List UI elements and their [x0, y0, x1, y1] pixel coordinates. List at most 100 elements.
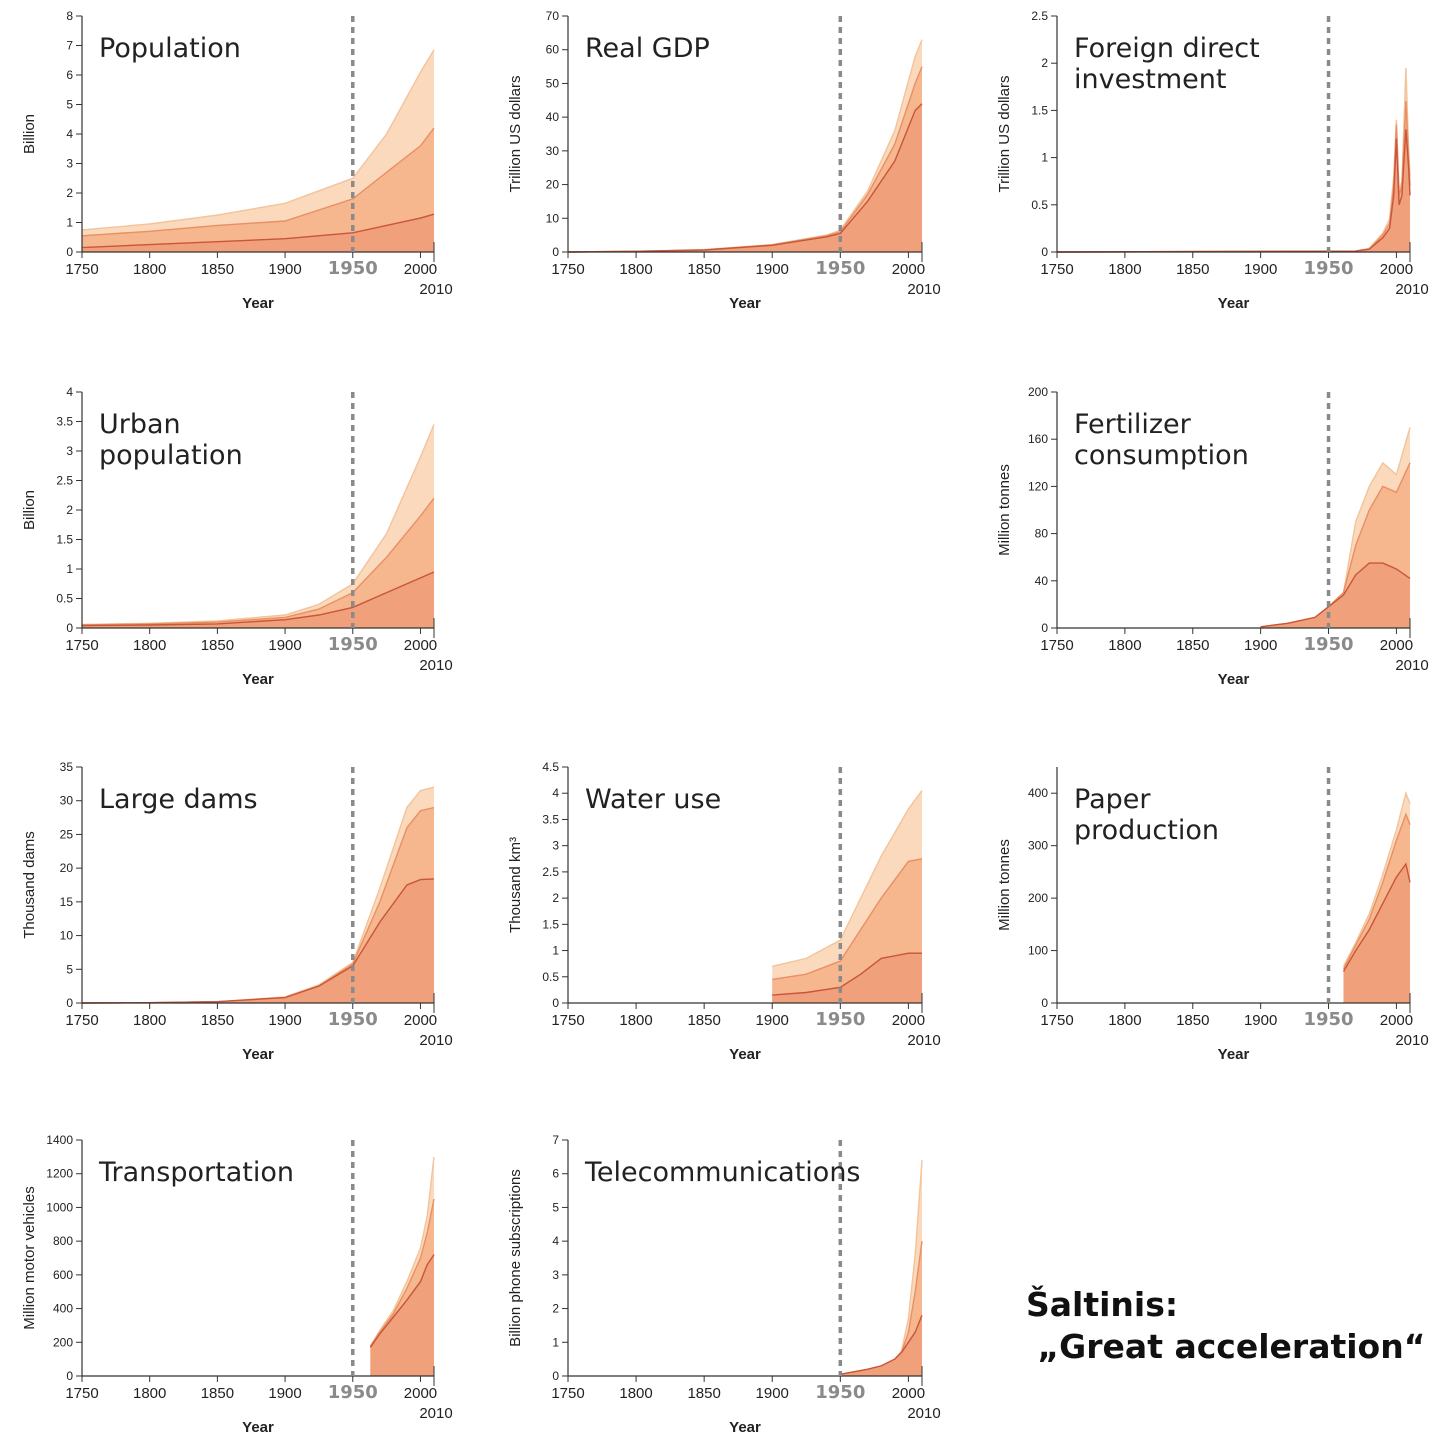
- y-tick-label: 2: [66, 186, 73, 200]
- chart-panel-large-dams: 0 5 10 15 20 25 30 35 1750 1800 1850 1900 1950 2000 20…: [21, 760, 453, 1063]
- x-tick-label-marker: 1950: [815, 1009, 865, 1030]
- y-tick-label: 7: [552, 1133, 559, 1147]
- x-tick-label: 1750: [65, 637, 98, 654]
- x-axis-title: Year: [242, 295, 274, 312]
- y-tick-label: 3: [552, 839, 559, 853]
- x-tick-label: 2000: [404, 1385, 437, 1402]
- x-tick-label: 1750: [1040, 637, 1073, 654]
- y-tick-label: 0: [552, 996, 559, 1010]
- y-tick-label: 0: [66, 1369, 73, 1383]
- y-tick-label: 1: [66, 562, 73, 576]
- area-layer-1: [1343, 864, 1410, 1003]
- series-line-3: [81, 49, 435, 231]
- series-line-1: [840, 1315, 923, 1375]
- y-axis-title: Billion: [21, 490, 38, 530]
- x-tick-label: 1800: [1108, 1012, 1141, 1029]
- x-axis-title: Year: [1218, 295, 1250, 312]
- y-tick-label: 40: [546, 110, 560, 124]
- y-tick-label: 5: [66, 98, 73, 112]
- area-layer-1: [1260, 563, 1410, 628]
- y-tick-label: 0: [66, 621, 73, 635]
- y-axis-title: Billion: [21, 114, 38, 154]
- x-tick-label: 2000: [1380, 637, 1413, 654]
- x-axis-title: Year: [729, 1046, 761, 1063]
- y-tick-label: 4: [66, 385, 73, 399]
- y-tick-label: 0.5: [56, 592, 73, 606]
- x-tick-label: 1750: [65, 1012, 98, 1029]
- x-end-label: 2010: [907, 1405, 940, 1422]
- x-tick-label: 1750: [551, 1385, 584, 1402]
- x-tick-label: 1900: [1244, 261, 1277, 278]
- y-tick-label: 60: [546, 43, 560, 57]
- y-tick-label: 30: [546, 144, 560, 158]
- y-tick-label: 2.5: [56, 474, 73, 488]
- y-tick-label: 3: [66, 157, 73, 171]
- source-caption: Šaltinis: „Great acceleration“: [1026, 1284, 1425, 1368]
- y-tick-label: 1200: [46, 1167, 73, 1181]
- x-end-label: 2010: [1395, 1032, 1428, 1049]
- y-tick-label: 30: [60, 794, 74, 808]
- y-tick-label: 20: [546, 178, 560, 192]
- x-tick-label-marker: 1950: [815, 258, 865, 279]
- x-tick-label-marker: 1950: [815, 1382, 865, 1403]
- y-tick-label: 1: [552, 944, 559, 958]
- panel-title-line-2: consumption: [1074, 440, 1249, 471]
- x-end-label: 2010: [1395, 281, 1428, 298]
- x-tick-label: 1900: [1244, 637, 1277, 654]
- x-end-label: 2010: [419, 1032, 452, 1049]
- x-tick-label: 2000: [404, 261, 437, 278]
- x-tick-label: 1900: [1244, 1012, 1277, 1029]
- y-tick-label: 1000: [46, 1200, 73, 1214]
- x-tick-label: 1800: [133, 261, 166, 278]
- panel-title-line-1: Large dams: [99, 784, 258, 815]
- y-tick-label: 0: [552, 245, 559, 259]
- x-tick-label: 1800: [133, 637, 166, 654]
- chart-panel-foreign-direct-investment: 0 0.5 1 1.5 2 2.5 1750 1800 1850 1900 1950 2000 2010…: [996, 9, 1429, 312]
- source-line-1: Šaltinis:: [1026, 1285, 1179, 1324]
- x-tick-label: 1850: [687, 261, 720, 278]
- y-tick-label: 6: [552, 1167, 559, 1181]
- area-layer-1: [568, 103, 922, 252]
- y-axis-title: Billion phone subscriptions: [507, 1169, 524, 1347]
- x-tick-label: 1850: [687, 1385, 720, 1402]
- x-tick-label: 1900: [756, 1385, 789, 1402]
- y-tick-label: 200: [53, 1335, 73, 1349]
- x-tick-label: 1800: [1108, 637, 1141, 654]
- area-layer-1: [772, 953, 922, 1003]
- series-line-3: [772, 790, 923, 967]
- x-tick-label: 1900: [268, 637, 301, 654]
- y-tick-label: 200: [1028, 385, 1048, 399]
- y-tick-label: 0: [1041, 996, 1048, 1010]
- area-layer-2: [1057, 101, 1410, 252]
- x-axis-title: Year: [1218, 1046, 1250, 1063]
- y-tick-label: 0: [1041, 621, 1048, 635]
- y-tick-label: 400: [53, 1302, 73, 1316]
- panel-title-line-2: production: [1074, 815, 1219, 846]
- x-tick-label-marker: 1950: [1303, 258, 1353, 279]
- series-line-3: [81, 424, 435, 626]
- x-end-label: 2010: [907, 1032, 940, 1049]
- x-tick-label: 2000: [1380, 1012, 1413, 1029]
- series-line-2: [772, 858, 923, 981]
- y-axis-title: Trillion US dollars: [996, 76, 1013, 193]
- series-line-3: [1056, 67, 1411, 253]
- y-tick-label: 0: [1041, 245, 1048, 259]
- y-tick-label: 120: [1028, 479, 1048, 493]
- x-end-label: 2010: [1395, 657, 1428, 674]
- y-tick-label: 2.5: [542, 865, 559, 879]
- series-line-1: [369, 1254, 435, 1348]
- x-tick-label: 1900: [756, 1012, 789, 1029]
- x-tick-label: 1850: [201, 1385, 234, 1402]
- panel-title-line-1: Fertilizer: [1074, 409, 1192, 440]
- panel-title-line-1: Real GDP: [585, 33, 710, 64]
- x-tick-label-marker: 1950: [1303, 1009, 1353, 1030]
- y-tick-label: 35: [60, 760, 74, 774]
- x-tick-label-marker: 1950: [328, 634, 378, 655]
- y-tick-label: 1: [1041, 151, 1048, 165]
- y-tick-label: 4: [552, 1234, 559, 1248]
- x-tick-label: 1900: [268, 261, 301, 278]
- y-tick-label: 70: [546, 9, 560, 23]
- series-line-1: [1056, 129, 1411, 253]
- y-tick-label: 25: [60, 827, 74, 841]
